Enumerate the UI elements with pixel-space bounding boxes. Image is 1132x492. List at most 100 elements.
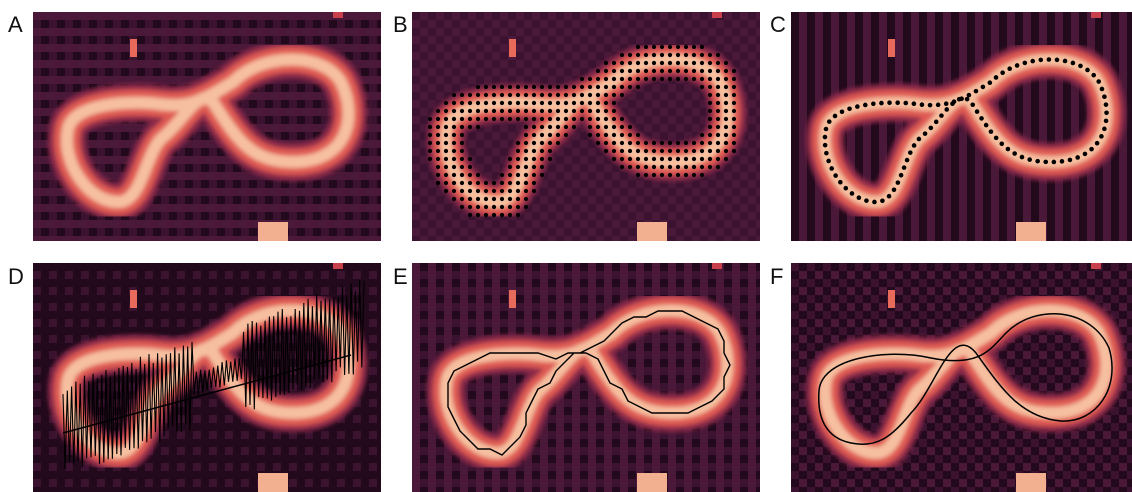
skeleton-dot xyxy=(943,101,949,107)
grid-dot xyxy=(571,84,577,90)
skeleton-dot xyxy=(1091,72,1097,78)
grid-dot xyxy=(683,44,689,50)
grid-dot xyxy=(539,116,545,122)
grid-dot xyxy=(515,204,521,210)
grid-dot xyxy=(547,156,553,162)
grid-dot xyxy=(587,116,593,122)
grid-dot xyxy=(467,204,473,210)
grid-dot xyxy=(651,140,657,146)
grid-dot xyxy=(707,124,713,130)
grid-dot xyxy=(451,156,457,162)
grid-dot xyxy=(531,116,537,122)
grid-dot xyxy=(443,172,449,178)
grid-dot xyxy=(651,68,657,74)
grid-dot xyxy=(467,172,473,178)
grid-dot xyxy=(531,124,537,130)
grid-dot xyxy=(435,148,441,154)
principal-axis-line xyxy=(62,354,352,434)
grid-dot xyxy=(499,196,505,202)
grid-dot xyxy=(499,92,505,98)
grid-dot xyxy=(619,84,625,90)
grid-dot xyxy=(723,84,729,90)
grid-dot xyxy=(659,164,665,170)
skeleton-dot xyxy=(895,100,900,105)
grid-dot xyxy=(563,108,569,114)
grid-dot xyxy=(715,60,721,66)
panel-label-f: F xyxy=(770,264,784,289)
skeleton-dot xyxy=(988,129,994,134)
grid-dot xyxy=(699,76,705,82)
grid-dot xyxy=(643,164,649,170)
bright-speck xyxy=(333,12,343,18)
grid-dot xyxy=(699,132,705,138)
grid-dot xyxy=(707,108,713,114)
grid-dot xyxy=(443,108,449,114)
grid-dot xyxy=(603,148,609,154)
grid-dot xyxy=(675,140,681,146)
grid-dot xyxy=(515,188,521,194)
grid-dot xyxy=(699,60,705,66)
grid-dot xyxy=(659,148,665,154)
grid-dot xyxy=(731,140,737,146)
skeleton-dot xyxy=(935,102,941,108)
grid-dot xyxy=(443,188,449,194)
grid-dot xyxy=(443,124,449,130)
grid-dot xyxy=(563,92,569,98)
grid-dot xyxy=(627,148,633,154)
grid-dot xyxy=(539,124,545,130)
grid-dot xyxy=(731,132,737,138)
grid-dot xyxy=(611,116,617,122)
zigzag-path-overlay xyxy=(62,279,365,470)
grid-dot xyxy=(539,100,545,106)
smooth-curve-overlay xyxy=(817,312,1113,445)
bright-speck xyxy=(509,290,516,308)
grid-dot xyxy=(619,68,625,74)
grid-dot xyxy=(715,164,721,170)
figure-eight-ring xyxy=(47,40,368,221)
grid-dot xyxy=(715,76,721,82)
grid-dot xyxy=(459,180,465,186)
grid-dot xyxy=(587,132,593,138)
bright-speck xyxy=(509,39,516,57)
grid-dot xyxy=(619,132,625,138)
grid-dot xyxy=(467,108,473,114)
skeleton-dot xyxy=(966,92,972,98)
grid-dot xyxy=(627,124,633,130)
grid-dot xyxy=(459,204,465,210)
grid-dot xyxy=(443,100,449,106)
grid-dot xyxy=(731,108,737,114)
skeleton-dot xyxy=(871,101,876,107)
grid-dot xyxy=(555,124,561,130)
grid-dot xyxy=(595,84,601,90)
grid-dot xyxy=(467,92,473,98)
grid-dot xyxy=(651,52,657,58)
grid-dot xyxy=(531,92,537,98)
grid-dot xyxy=(691,172,697,178)
fitted-curve xyxy=(817,312,1113,445)
grid-dot xyxy=(531,140,537,146)
grid-dot xyxy=(635,172,641,178)
grid-dot xyxy=(491,100,497,106)
skeleton-dot xyxy=(847,106,852,112)
grid-dot xyxy=(643,148,649,154)
grid-dot xyxy=(619,140,625,146)
grid-dot xyxy=(627,60,633,66)
grid-dot xyxy=(723,156,729,162)
grid-dot xyxy=(539,132,545,138)
grid-dot xyxy=(555,84,561,90)
grid-dot xyxy=(523,132,529,138)
skeleton-dot xyxy=(956,96,962,102)
grid-dot xyxy=(515,180,521,186)
grid-dot xyxy=(427,148,433,154)
grid-dot xyxy=(499,108,505,114)
grid-dot xyxy=(515,172,521,178)
grid-dot xyxy=(675,76,681,82)
grid-dot xyxy=(715,140,721,146)
skeleton-dot xyxy=(1078,63,1083,69)
grid-dot xyxy=(619,148,625,154)
grid-dot xyxy=(715,108,721,114)
grid-dot xyxy=(579,108,585,114)
grid-dot xyxy=(467,188,473,194)
panel-label-a: A xyxy=(8,12,23,37)
grid-dot xyxy=(451,92,457,98)
